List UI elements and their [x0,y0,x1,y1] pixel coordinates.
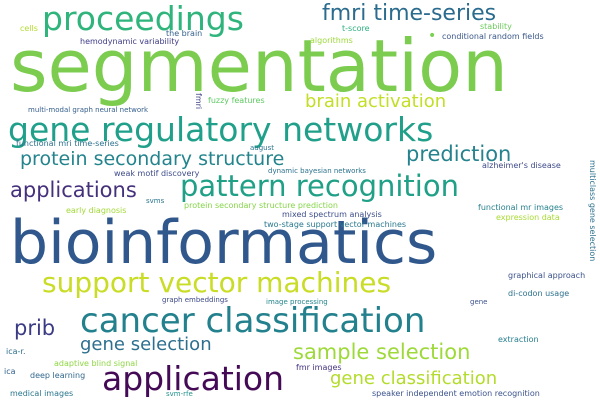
word-gene-selection: gene selection [80,334,212,355]
word-multi-modal-graph-neural-network: multi-modal graph neural network [28,106,149,114]
word-gene-regulatory-networks: gene regulatory networks [8,110,434,149]
word-graphical-approach: graphical approach [508,271,586,280]
word-august: august [250,144,274,152]
word-medical-images: medical images [10,389,74,398]
word-gene-classification: gene classification [330,368,498,389]
word-protein-secondary-structure-prediction: protein secondary structure prediction [184,201,338,210]
word-two-stage-support-vector-machines: two-stage support vector machines [264,220,407,229]
word-bioinformatics: bioinformatics [10,208,438,278]
word-segmentation: segmentation [10,24,508,108]
word-alzheimers-disease: alzheimer's disease [482,161,561,170]
word-functional-mr-images: functional mr images [478,203,564,212]
word-protein-secondary-structure: protein secondary structure [20,148,285,170]
word-extraction: extraction [498,335,539,344]
word-pattern-recognition: pattern recognition [180,169,459,203]
word-fmri-time-series: fmri time-series [322,1,497,26]
word-cancer-classification: cancer classification [80,301,426,341]
word-fmr-images: fmr images [296,363,342,372]
word-multiclass-gene-selection: multiclass gene selection [588,160,597,262]
word-svms: svms [146,197,165,205]
word-speaker-independent-emotion-recognition: speaker independent emotion recognition [372,389,540,398]
word-t-score: t-score [342,24,370,33]
word-deep-learning: deep learning [30,371,86,380]
word-graph-embeddings: graph embeddings [162,296,228,304]
word-svm-rfe: svm-rfe [166,390,193,398]
word-prib: prib [14,316,56,340]
word-prediction: prediction [406,142,512,166]
word-algorithms: algorithms [310,36,353,45]
word-mixed-spectrum-analysis: mixed spectrum analysis [282,210,382,219]
word-ica: ica [4,367,16,376]
word-hemodynamic-variability: hemodynamic variability [80,37,180,46]
word-sample-selection: sample selection [293,340,471,364]
word-gene: gene [470,298,488,306]
word-applications: applications [10,178,137,202]
word-application: application [102,359,285,398]
word-expression-data: expression data [496,213,560,222]
word-fmri: fmri [194,93,203,110]
word-image-processing: image processing [266,298,328,306]
word-adaptive-blind-signal: adaptive blind signal [54,359,138,368]
word-cells: cells [20,24,38,33]
word-stability: stability [480,22,512,31]
word-conditional-random-fields: conditional random fields [442,32,544,41]
word-weak-motif-discovery: weak motif discovery [114,169,200,178]
word-fuzzy-features: fuzzy features [208,96,265,105]
word-early-diagnosis: early diagnosis [66,206,127,215]
word-proceedings: proceedings [42,0,244,38]
word-support-vector-machines: support vector machines [42,266,392,299]
word-brain-activation: brain activation [305,91,447,112]
word-dot: • [428,28,437,44]
word-di-codon-usage: di-codon usage [508,289,570,298]
word-ica-r: ica-r. [6,347,26,356]
word-dynamic-bayesian-networks: dynamic bayesian networks [268,167,366,175]
word-the-brain: the brain [166,29,203,38]
word-functional-mri-time-series: functional mri time-series [16,139,119,148]
